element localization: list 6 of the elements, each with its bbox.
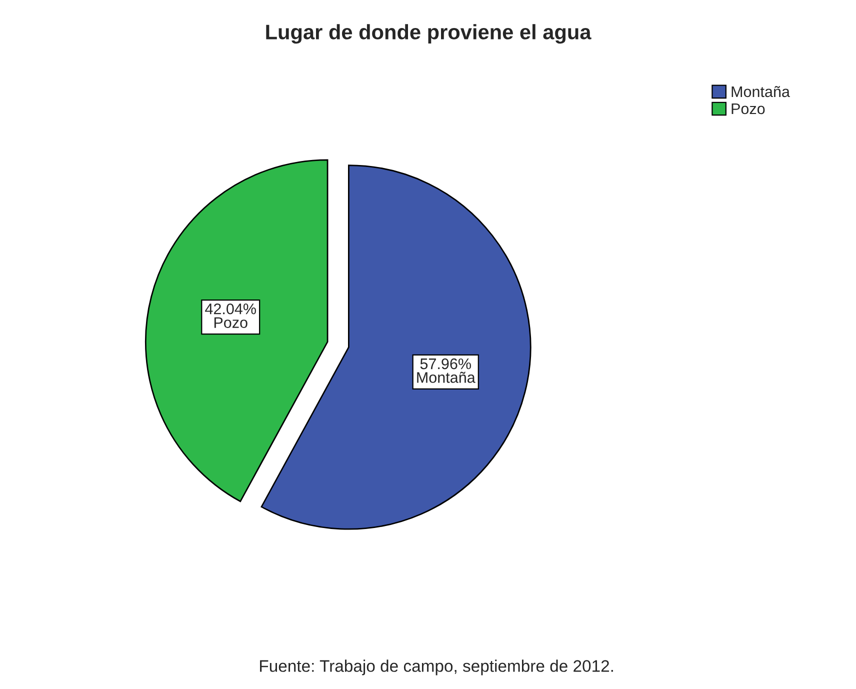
- chart-title: Lugar de donde proviene el agua: [266, 24, 592, 44]
- legend-label: Pozo: [732, 104, 765, 114]
- source-note: Fuente: Trabajo de campo, septiembre de 2012.: [260, 660, 613, 676]
- legend-label: Montaña: [732, 86, 790, 98]
- data-label: 42.04% Pozo: [205, 303, 256, 328]
- data-label: 57.96% Montaña: [417, 358, 476, 383]
